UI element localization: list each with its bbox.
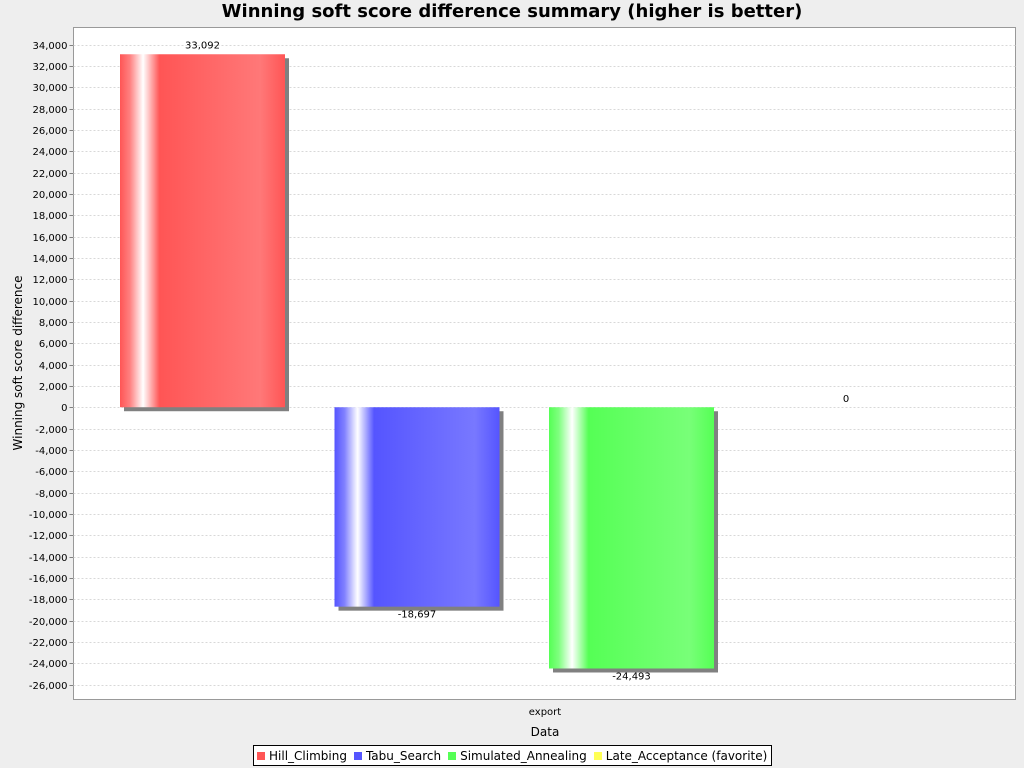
legend: Hill_Climbing Tabu_Search Simulated_Anne… [253,745,773,766]
y-tick-label: 18,000 [33,211,68,222]
y-tick-label: 16,000 [33,233,68,244]
chart-title: Winning soft score difference summary (h… [221,1,803,22]
y-tick-label: -4,000 [35,446,67,457]
bar-hill-climbing [120,54,285,408]
legend-item-tabu-search: Tabu_Search [353,748,442,763]
y-tick-label: -22,000 [29,638,68,649]
y-tick-label: 4,000 [39,361,68,372]
y-tick-label: 34,000 [33,41,68,52]
y-tick-label: -2,000 [35,425,67,436]
legend-label-simulated-annealing: Simulated_Annealing [460,748,587,763]
data-label-simulated-annealing: -24,493 [612,671,651,682]
y-tick-label: 26,000 [33,126,68,137]
y-tick-label: -8,000 [35,489,67,500]
bar-simulated-annealing [549,407,714,669]
y-tick-label: 8,000 [39,318,68,329]
bars [120,54,718,673]
legend-item-simulated-annealing: Simulated_Annealing [448,749,587,763]
legend-label-late-acceptance: Late_Acceptance (favorite) [605,748,768,763]
y-tick-label: 10,000 [33,297,68,308]
y-tick-label: 28,000 [33,105,68,116]
y-tick-label: 20,000 [33,190,68,201]
data-labels: 33,092 -18,697 -24,493 0 [185,40,849,682]
y-tick-label: 32,000 [33,62,68,73]
y-tick-label: 2,000 [39,382,68,393]
y-tick-label: -10,000 [29,510,68,521]
legend-swatch-hill-climbing [257,751,265,760]
data-label-tabu-search: -18,697 [398,610,437,621]
y-tick-label: -20,000 [29,617,68,628]
y-tick-label: -24,000 [29,659,68,670]
y-axis-label: Winning soft score difference [11,276,25,451]
bar-tabu-search [334,407,500,607]
y-tick-label: 12,000 [33,275,68,286]
y-tick-label: 6,000 [39,339,68,350]
y-tick-label: -14,000 [29,553,68,564]
y-tick-label: -26,000 [29,681,68,692]
y-tick-label: 30,000 [33,83,68,94]
data-label-hill-climbing: 33,092 [185,40,220,51]
y-tick-label: 22,000 [33,169,68,180]
legend-swatch-simulated-annealing [448,751,457,760]
y-tick-label: 0 [61,403,67,414]
data-label-late-acceptance-favorite: 0 [843,394,849,405]
legend-item-late-acceptance: Late_Acceptance (favorite) [593,748,768,763]
y-axis-ticks: 34,000 32,000 30,000 28,000 26,000 24,000 22,0… [29,41,74,692]
y-tick-label: 24,000 [33,147,68,158]
y-tick-label: -18,000 [29,595,68,606]
y-tick-label: -16,000 [29,574,68,585]
y-tick-label: -12,000 [29,531,68,542]
legend-label-tabu-search: Tabu_Search [365,748,442,763]
y-tick-label: -6,000 [35,467,67,478]
legend-swatch-tabu-search [353,751,362,760]
legend-item-hill-climbing: Hill_Climbing [257,749,347,763]
x-tick-label-export: export [529,707,561,718]
y-tick-label: 14,000 [33,254,68,265]
x-axis-label: Data [531,725,560,739]
legend-label-hill-climbing: Hill_Climbing [269,748,347,763]
legend-swatch-late-acceptance [593,751,602,760]
